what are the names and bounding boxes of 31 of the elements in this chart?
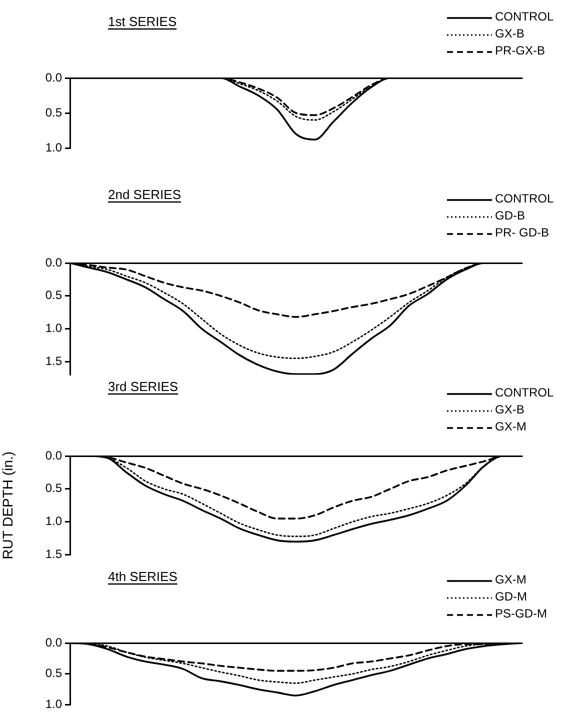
y-tick-label: 1.5 bbox=[45, 547, 62, 562]
y-tick-label: 1.0 bbox=[45, 514, 62, 528]
y-tick-label: 0.5 bbox=[45, 481, 62, 496]
y-tick-label: 0.5 bbox=[45, 105, 62, 120]
chart-title: 4th SERIES bbox=[108, 569, 178, 584]
y-tick-label: 0.5 bbox=[45, 288, 62, 302]
y-tick-label: 0.0 bbox=[45, 255, 62, 270]
y-tick-label: 0.0 bbox=[45, 448, 62, 462]
y-tick-label: 0.0 bbox=[45, 70, 62, 84]
legend-label: PS-GD-M bbox=[495, 606, 547, 620]
legend-label: CONTROL bbox=[495, 385, 554, 400]
legend-label: GD-B bbox=[495, 208, 525, 222]
legend-label: CONTROL bbox=[495, 9, 554, 24]
y-tick-label: 1.0 bbox=[45, 140, 62, 154]
y-tick-label: 0.5 bbox=[45, 666, 62, 680]
y-axis-title: RUT DEPTH (in.) bbox=[0, 451, 16, 560]
chart-title: 3rd SERIES bbox=[108, 379, 178, 394]
legend-label: GX-M bbox=[495, 419, 526, 434]
y-tick-label: 0.0 bbox=[45, 635, 62, 650]
legend-label: CONTROL bbox=[495, 191, 554, 206]
legend-label: GX-B bbox=[495, 26, 524, 40]
legend-label: GD-M bbox=[495, 589, 527, 604]
chart-title: 1st SERIES bbox=[108, 14, 177, 29]
legend-label: PR- GD-B bbox=[495, 225, 549, 240]
legend-label: GX-M bbox=[495, 572, 526, 586]
legend-label: GX-B bbox=[495, 402, 524, 416]
y-tick-label: 1.0 bbox=[45, 697, 62, 712]
y-tick-label: 1.5 bbox=[45, 354, 62, 368]
legend-label: PR-GX-B bbox=[495, 43, 546, 58]
chart-title: 2nd SERIES bbox=[108, 187, 182, 202]
y-tick-label: 1.0 bbox=[45, 321, 62, 336]
